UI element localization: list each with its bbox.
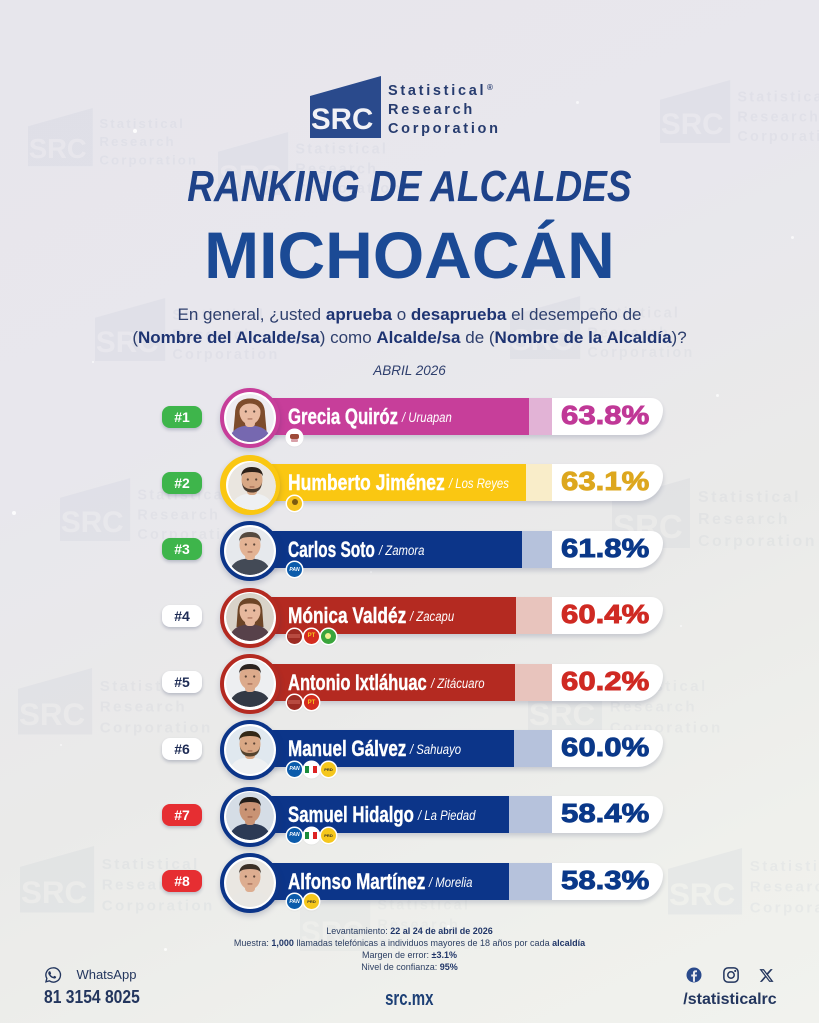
svg-text:Research: Research [100, 699, 187, 716]
svg-text:Statistical: Statistical [388, 83, 486, 99]
svg-text:Corporation: Corporation [698, 533, 817, 550]
svg-text:Corporation: Corporation [750, 900, 819, 917]
svg-text:Corporation: Corporation [388, 121, 501, 137]
svg-text:Research: Research [750, 879, 819, 896]
svg-text:Statistical: Statistical [99, 116, 185, 131]
svg-text:Statistical: Statistical [750, 858, 819, 875]
svg-text:Research: Research [99, 134, 175, 149]
svg-text:SRC: SRC [311, 103, 373, 136]
svg-text:SRC: SRC [21, 875, 87, 910]
svg-text:SRC: SRC [529, 697, 595, 732]
svg-text:Statistical: Statistical [737, 90, 819, 106]
svg-text:SRC: SRC [61, 506, 124, 539]
svg-text:SRC: SRC [669, 877, 735, 912]
svg-text:®: ® [487, 83, 493, 92]
svg-text:Research: Research [737, 109, 819, 125]
svg-text:SRC: SRC [661, 108, 724, 141]
svg-text:Research: Research [698, 511, 790, 528]
svg-text:SRC: SRC [19, 697, 85, 732]
svg-text:Statistical: Statistical [377, 898, 470, 914]
svg-text:Corporation: Corporation [100, 720, 213, 737]
svg-text:Research: Research [388, 102, 475, 118]
svg-text:Research: Research [610, 699, 697, 716]
svg-text:Research: Research [137, 507, 220, 523]
svg-text:Statistical: Statistical [698, 489, 801, 506]
svg-text:Corporation: Corporation [102, 898, 215, 915]
svg-text:Corporation: Corporation [737, 129, 819, 145]
svg-text:Corporation: Corporation [172, 347, 279, 363]
svg-text:SRC: SRC [29, 133, 87, 164]
